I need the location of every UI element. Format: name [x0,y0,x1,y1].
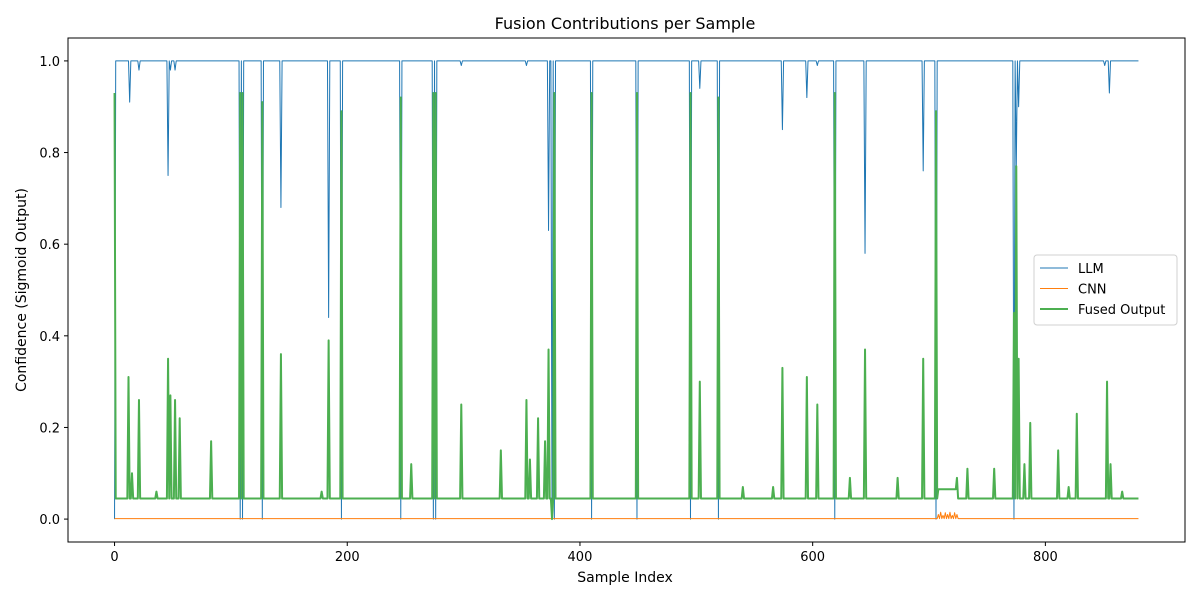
series-line-fused-output [113,91,1139,521]
y-tick-label: 1.0 [39,55,60,70]
y-tick-label: 0.2 [39,421,60,436]
x-tick-label: 200 [335,550,360,565]
y-tick-label: 0.0 [39,513,60,528]
legend-label: CNN [1078,283,1107,298]
y-tick-label: 0.8 [39,147,60,162]
legend-box [1033,254,1178,326]
x-tick-label: 600 [800,550,825,565]
legend-label: LLM [1078,262,1104,277]
chart-title: Fusion Contributions per Sample [495,14,756,33]
axes-frame [67,37,1186,543]
plot-area: 0 200 400 600 800 0.0 0.2 0.4 0.6 0.8 1.0 [39,37,1186,565]
series-line-llm [114,60,1139,520]
series-line-cnn [114,511,1139,520]
y-tick-label: 0.6 [39,238,60,253]
legend-label: Fused Output [1078,303,1165,318]
y-tick-label: 0.4 [39,330,60,345]
x-tick-label: 800 [1033,550,1058,565]
x-tick-label: 400 [568,550,593,565]
legend: LLM CNN Fused Output [1033,254,1178,326]
x-tick-label: 0 [110,550,118,565]
y-axis-label: Confidence (Sigmoid Output) [14,188,30,392]
x-axis-label: Sample Index [577,570,672,586]
